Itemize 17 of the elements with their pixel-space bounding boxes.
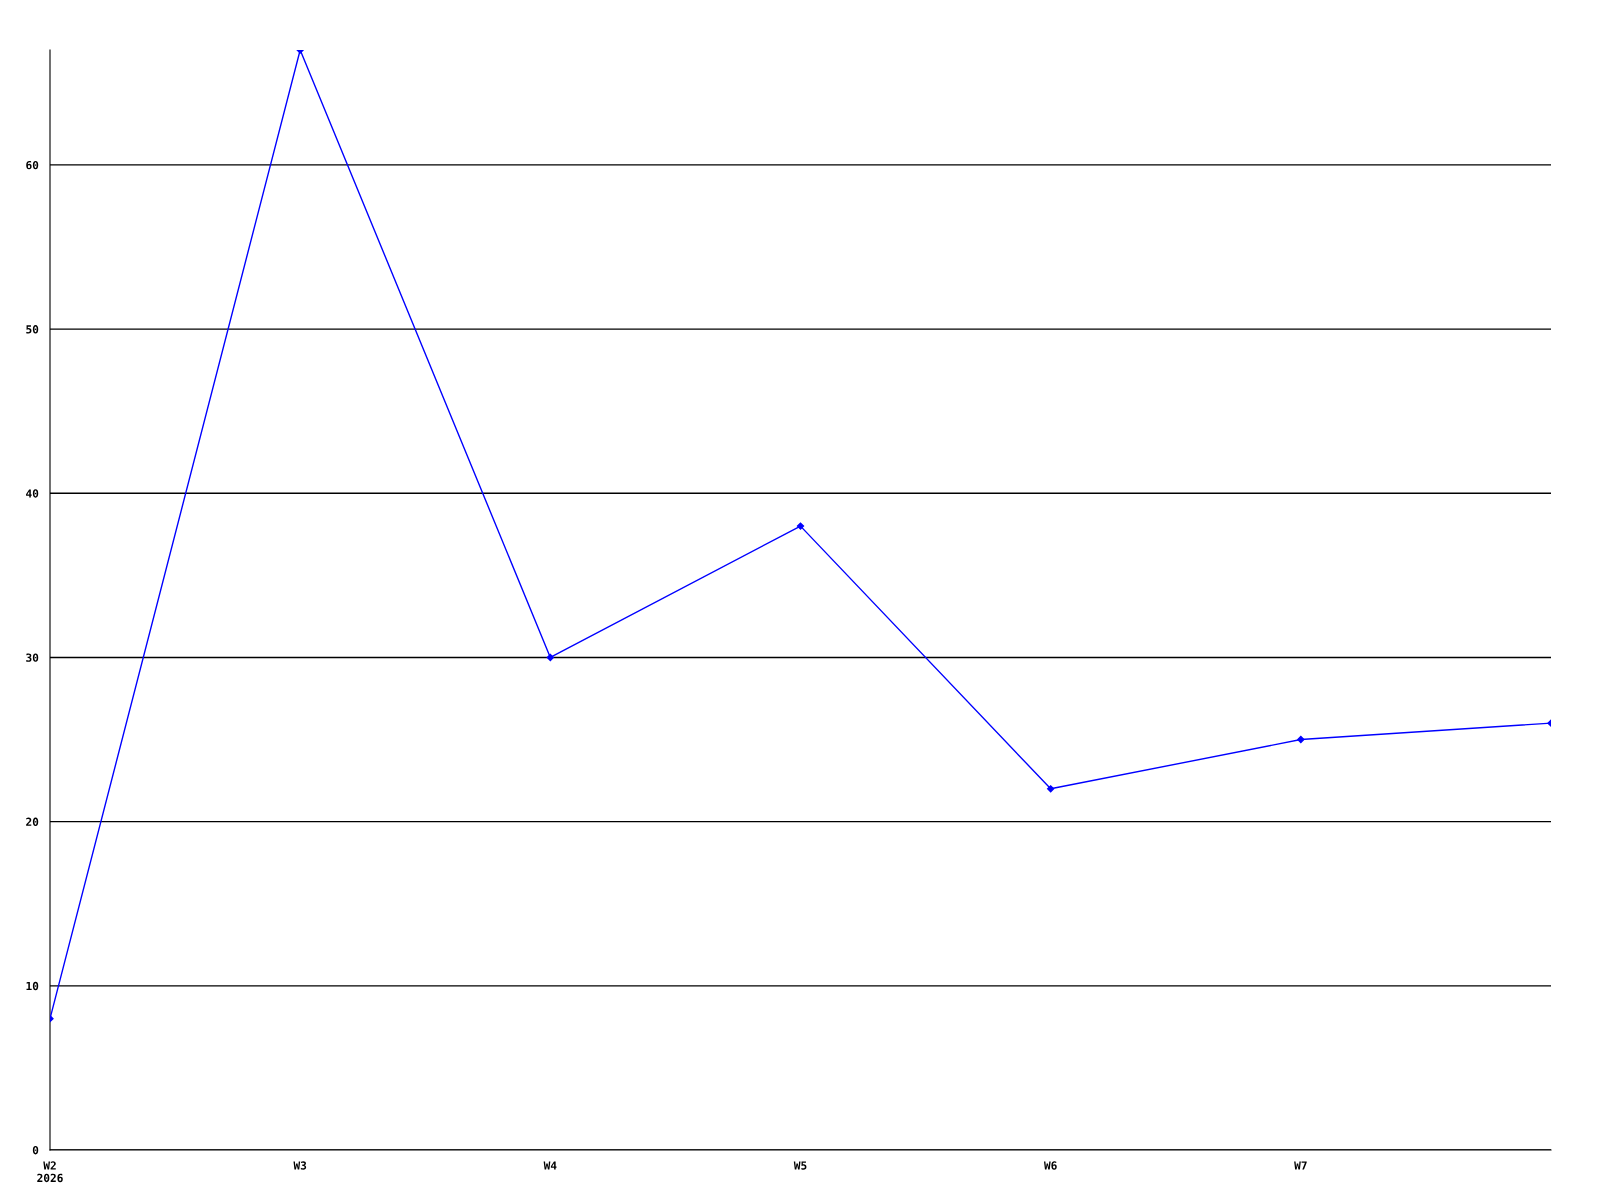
point (796, 522, 805, 530)
y-tick-label: 60 (26, 160, 39, 170)
point (1047, 785, 1055, 793)
point (1297, 735, 1305, 744)
x-tick-label: W6 (1043, 1161, 1057, 1170)
y-tick-label: 0 (32, 1145, 39, 1155)
x-tick-label: W7 (1294, 1161, 1307, 1170)
y-tick-label: 30 (26, 653, 39, 662)
x-tick-label: W5 (793, 1161, 807, 1170)
y-tick-label: 10 (26, 981, 39, 991)
x-tick-label: W4 (543, 1161, 557, 1170)
y-tick-label: 50 (26, 325, 39, 334)
y-tick-label: 40 (26, 489, 39, 498)
x-tick-label: W2 2026 (37, 1161, 63, 1183)
point (546, 653, 554, 662)
x-tick-label: W3 (293, 1161, 307, 1170)
y-tick-label: 20 (26, 817, 39, 827)
